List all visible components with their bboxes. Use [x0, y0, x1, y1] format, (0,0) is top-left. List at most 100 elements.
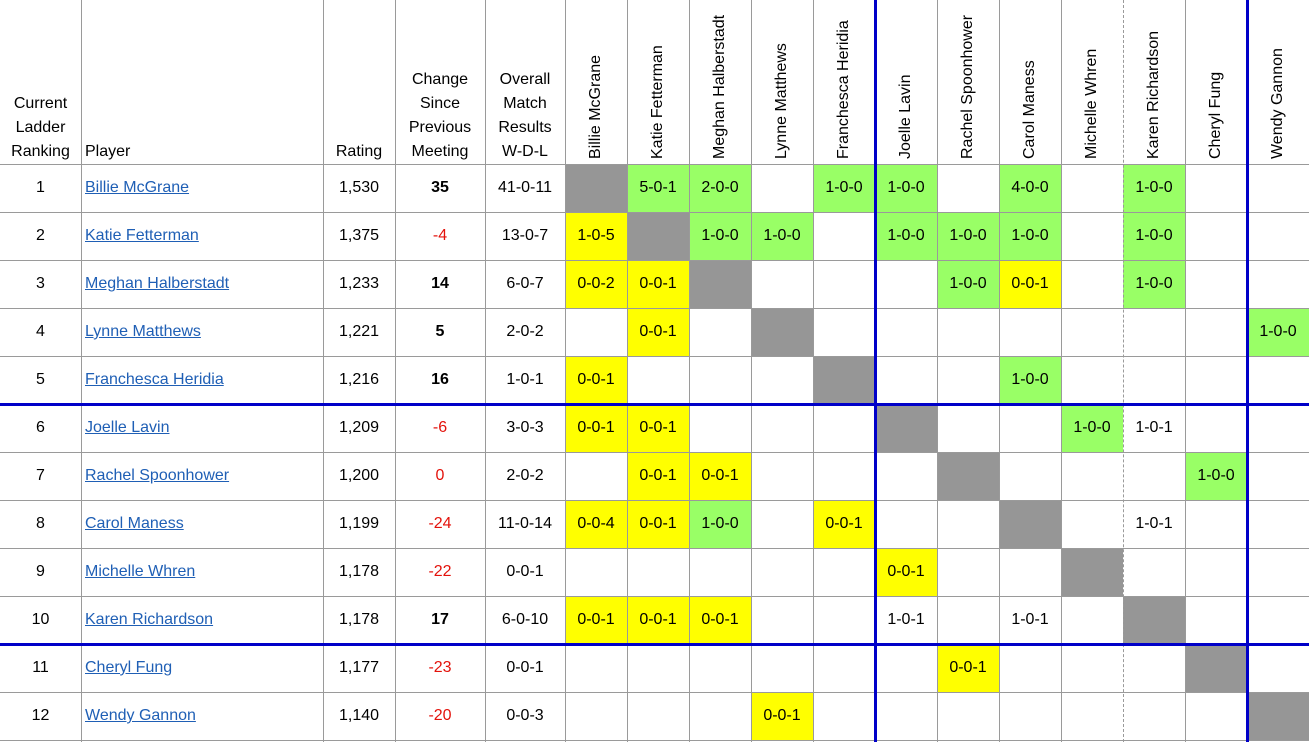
match-result-cell — [1061, 260, 1123, 308]
player-name-link[interactable]: Rachel Spoonhower — [85, 452, 321, 500]
player-name-link[interactable]: Karen Richardson — [85, 596, 321, 644]
player-rating: 1,177 — [338, 659, 380, 676]
match-result-cell — [875, 644, 937, 692]
match-result-cell — [565, 548, 627, 596]
match-result-cell: 0-0-1 — [627, 452, 689, 500]
header-overall-line-3: Results — [498, 119, 552, 136]
match-result-cell — [937, 548, 999, 596]
match-result-cell — [689, 644, 751, 692]
match-result-cell — [813, 644, 875, 692]
player-name-link[interactable]: Wendy Gannon — [85, 692, 321, 740]
match-result-cell: 1-0-0 — [937, 212, 999, 260]
player-name-link[interactable]: Billie McGrane — [85, 164, 321, 212]
match-result-cell — [1247, 212, 1309, 260]
match-result-cell — [1061, 644, 1123, 692]
match-result-cell: 5-0-1 — [627, 164, 689, 212]
match-result-cell — [937, 164, 999, 212]
grid-line-horizontal — [0, 308, 1309, 309]
overall-record: 2-0-2 — [506, 467, 544, 484]
match-result-cell — [937, 692, 999, 740]
grid-line-vertical — [689, 0, 690, 742]
player-name-link[interactable]: Katie Fetterman — [85, 212, 321, 260]
match-result-cell — [689, 308, 751, 356]
match-result-cell — [751, 356, 813, 404]
player-rating: 1,233 — [338, 275, 380, 292]
group-divider-vertical — [874, 0, 877, 742]
ladder-rank: 1 — [36, 179, 45, 196]
match-result-cell — [1185, 596, 1247, 644]
group-divider-horizontal — [0, 403, 1309, 406]
match-result-cell — [1123, 692, 1185, 740]
header-overall-line-2: Match — [503, 95, 547, 112]
player-link[interactable]: Rachel Spoonhower — [85, 467, 230, 484]
match-result-cell — [999, 452, 1061, 500]
header-player: Player — [85, 143, 131, 160]
match-result-cell — [689, 356, 751, 404]
match-result-cell — [1061, 164, 1123, 212]
match-result-cell — [999, 308, 1061, 356]
self-match-cell — [689, 260, 751, 308]
match-result-cell — [813, 548, 875, 596]
player-name-link[interactable]: Meghan Halberstadt — [85, 260, 321, 308]
match-result-cell — [1123, 308, 1185, 356]
player-link[interactable]: Michelle Whren — [85, 563, 196, 580]
match-result-cell: 1-0-5 — [565, 212, 627, 260]
player-link[interactable]: Franchesca Heridia — [85, 371, 224, 388]
match-result-cell: 1-0-0 — [999, 212, 1061, 260]
overall-record: 41-0-11 — [498, 179, 552, 196]
player-link[interactable]: Karen Richardson — [85, 611, 214, 628]
player-link[interactable]: Cheryl Fung — [85, 659, 173, 676]
match-result-cell — [565, 308, 627, 356]
player-name-link[interactable]: Joelle Lavin — [85, 404, 321, 452]
player-link[interactable]: Meghan Halberstadt — [85, 275, 230, 292]
match-result-cell — [1061, 212, 1123, 260]
player-rating: 1,178 — [338, 563, 380, 580]
match-result-cell: 0-0-1 — [565, 356, 627, 404]
player-name-link[interactable]: Franchesca Heridia — [85, 356, 321, 404]
matrix-col-header: Wendy Gannon — [1269, 48, 1286, 159]
match-result-cell: 0-0-1 — [565, 404, 627, 452]
grid-line-vertical — [323, 0, 324, 742]
match-result-cell: 0-0-1 — [627, 404, 689, 452]
player-link[interactable]: Joelle Lavin — [85, 419, 170, 436]
rating-change: -6 — [432, 419, 448, 436]
match-result-cell: 4-0-0 — [999, 164, 1061, 212]
player-link[interactable]: Katie Fetterman — [85, 227, 199, 244]
grid-line-horizontal — [0, 260, 1309, 261]
grid-line-horizontal — [0, 212, 1309, 213]
player-link[interactable]: Carol Maness — [85, 515, 184, 532]
player-link[interactable]: Lynne Matthews — [85, 323, 201, 340]
overall-record: 0-0-1 — [506, 659, 544, 676]
player-rating: 1,178 — [338, 611, 380, 628]
ladder-rank: 12 — [31, 707, 50, 724]
player-rating: 1,221 — [338, 323, 380, 340]
match-result-cell — [1061, 500, 1123, 548]
player-name-link[interactable]: Lynne Matthews — [85, 308, 321, 356]
player-name-link[interactable]: Carol Maness — [85, 500, 321, 548]
match-result-cell: 1-0-0 — [875, 164, 937, 212]
group-divider-horizontal — [0, 643, 1309, 646]
header-overall: Overall Match Results W-D-L — [485, 68, 565, 164]
match-result-cell: 0-0-1 — [627, 596, 689, 644]
match-result-cell — [999, 404, 1061, 452]
matrix-col-header: Meghan Halberstadt — [711, 14, 728, 159]
matrix-col-header: Franchesca Heridia — [835, 20, 852, 159]
player-rating: 1,209 — [338, 419, 380, 436]
match-result-cell — [1247, 356, 1309, 404]
match-result-cell — [937, 404, 999, 452]
match-result-cell — [689, 692, 751, 740]
match-result-cell — [813, 308, 875, 356]
grid-line-vertical — [1123, 0, 1125, 742]
match-result-cell — [627, 356, 689, 404]
grid-line-vertical — [395, 0, 396, 742]
rating-change: -23 — [428, 659, 452, 676]
player-name-link[interactable]: Michelle Whren — [85, 548, 321, 596]
match-result-cell — [1247, 596, 1309, 644]
player-name-link[interactable]: Cheryl Fung — [85, 644, 321, 692]
player-link[interactable]: Wendy Gannon — [85, 707, 196, 724]
grid-line-vertical — [1061, 0, 1062, 742]
match-result-cell: 1-0-0 — [1247, 308, 1309, 356]
player-link[interactable]: Billie McGrane — [85, 179, 190, 196]
grid-line-horizontal — [0, 356, 1309, 357]
match-result-cell: 1-0-0 — [999, 356, 1061, 404]
